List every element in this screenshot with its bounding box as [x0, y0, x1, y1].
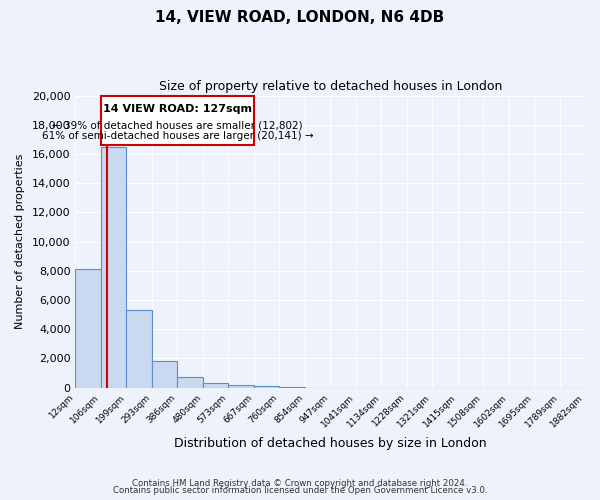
FancyBboxPatch shape — [101, 96, 254, 145]
Bar — [279, 386, 305, 388]
Bar — [152, 362, 178, 388]
Text: Contains HM Land Registry data © Crown copyright and database right 2024.: Contains HM Land Registry data © Crown c… — [132, 478, 468, 488]
Bar — [229, 384, 254, 388]
Bar — [127, 310, 152, 388]
Bar — [101, 146, 127, 388]
Text: Contains public sector information licensed under the Open Government Licence v3: Contains public sector information licen… — [113, 486, 487, 495]
Text: 14 VIEW ROAD: 127sqm: 14 VIEW ROAD: 127sqm — [103, 104, 252, 115]
Bar — [203, 384, 229, 388]
X-axis label: Distribution of detached houses by size in London: Distribution of detached houses by size … — [174, 437, 487, 450]
Text: 14, VIEW ROAD, LONDON, N6 4DB: 14, VIEW ROAD, LONDON, N6 4DB — [155, 10, 445, 25]
Bar — [76, 270, 101, 388]
Y-axis label: Number of detached properties: Number of detached properties — [15, 154, 25, 330]
Bar — [254, 386, 279, 388]
Text: 61% of semi-detached houses are larger (20,141) →: 61% of semi-detached houses are larger (… — [41, 132, 313, 141]
Text: ← 39% of detached houses are smaller (12,802): ← 39% of detached houses are smaller (12… — [52, 120, 303, 130]
Bar — [178, 376, 203, 388]
Title: Size of property relative to detached houses in London: Size of property relative to detached ho… — [158, 80, 502, 93]
